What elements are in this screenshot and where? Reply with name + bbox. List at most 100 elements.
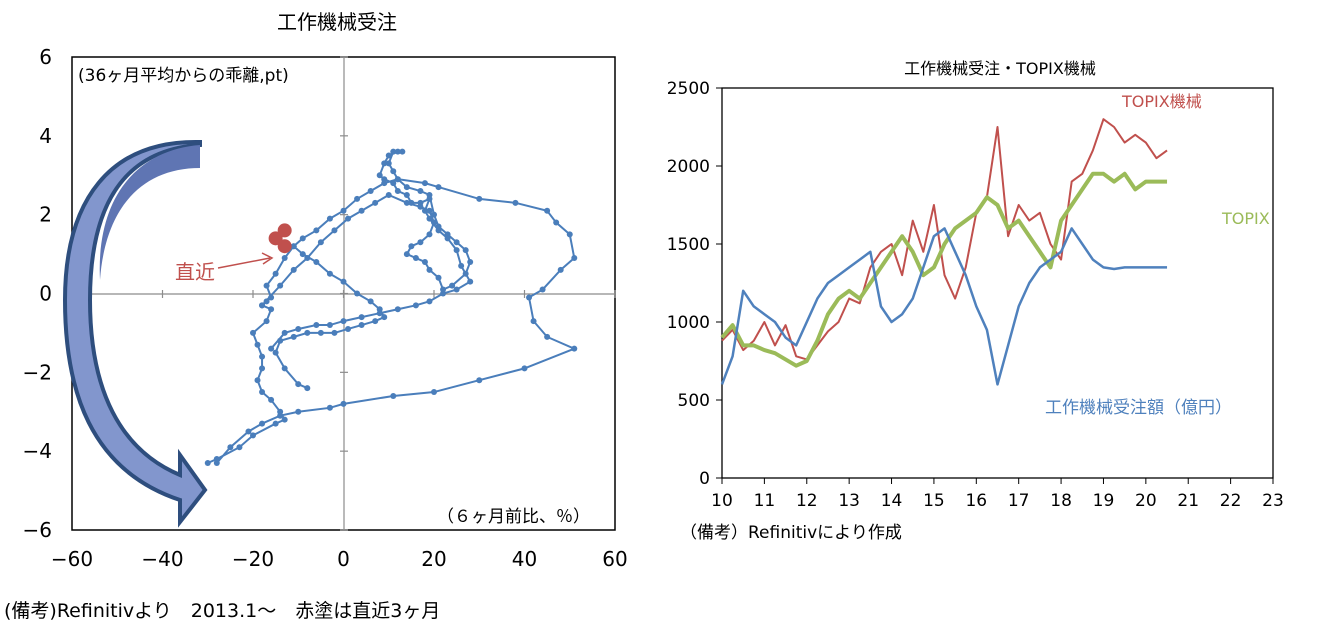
data-point [340, 318, 347, 325]
data-point [295, 408, 302, 415]
loop-series-line [207, 178, 577, 464]
data-point [281, 416, 288, 423]
data-point [213, 459, 220, 466]
data-point [467, 258, 474, 265]
data-point [331, 227, 338, 234]
x-tick-label: 20 [421, 547, 446, 571]
y-tick-label: 1000 [667, 313, 710, 333]
data-point [403, 191, 410, 198]
data-point [385, 191, 392, 198]
curved-arrow-shade [99, 145, 200, 280]
data-point [259, 389, 266, 396]
data-point [259, 353, 266, 360]
data-point [458, 262, 465, 269]
y-tick-label: 500 [678, 391, 710, 411]
data-point [281, 365, 288, 372]
data-point [381, 160, 388, 167]
data-point [259, 420, 266, 427]
data-point [553, 219, 560, 226]
data-point [394, 176, 401, 183]
x-tick-label: −40 [141, 547, 183, 571]
data-point [526, 294, 533, 301]
x-tick-label: −60 [51, 547, 93, 571]
data-point [290, 243, 297, 250]
data-point [317, 239, 324, 246]
data-point [304, 329, 311, 336]
data-point [345, 215, 352, 222]
data-point [566, 231, 573, 238]
data-point [426, 231, 433, 238]
data-point [557, 266, 564, 273]
left-inner-label-top: (36ヶ月平均からの乖離,pt) [78, 66, 289, 86]
data-point [340, 400, 347, 407]
data-point [236, 444, 243, 451]
data-point [259, 365, 266, 372]
data-point [426, 298, 433, 305]
data-point [412, 255, 419, 262]
data-point [390, 392, 397, 399]
data-point [426, 266, 433, 273]
data-point [431, 389, 437, 396]
x-tick-label: 14 [881, 491, 903, 511]
data-point [227, 444, 234, 451]
data-point [426, 191, 433, 198]
data-point [544, 207, 551, 214]
data-point [394, 306, 401, 313]
data-point [403, 199, 410, 206]
data-point [467, 278, 474, 285]
data-point [571, 255, 578, 262]
x-tick-label: 16 [965, 491, 987, 511]
data-point [431, 219, 437, 226]
y-tick-label: −4 [23, 439, 52, 463]
left-inner-label-bottom: （６ヶ月前比、％） [437, 507, 590, 527]
data-point [417, 203, 424, 210]
data-point [367, 298, 374, 305]
data-point [376, 172, 383, 179]
data-point [358, 314, 365, 321]
data-point [385, 160, 392, 167]
x-tick-label: 17 [1008, 491, 1030, 511]
x-tick-label: 11 [754, 491, 776, 511]
data-point [453, 247, 460, 254]
curved-arrow-icon [62, 139, 208, 528]
data-point [277, 282, 284, 289]
x-tick-label: 0 [337, 547, 350, 571]
data-point [313, 258, 320, 265]
right-chart-title: 工作機械受注・TOPIX機械 [904, 59, 1096, 78]
x-tick-label: 21 [1177, 491, 1199, 511]
y-tick-label: 0 [39, 282, 52, 306]
data-point [304, 385, 311, 392]
y-tick-label: 2500 [667, 79, 710, 99]
x-tick-label: 40 [512, 547, 537, 571]
y-tick-label: 0 [699, 469, 710, 489]
data-point [412, 302, 419, 309]
right-chart: 工作機械受注・TOPIX機械 10 11 12 13 14 15 16 17 18 19 20 21 2… [667, 59, 1284, 511]
x-tick-label: 15 [923, 491, 945, 511]
data-point [299, 251, 306, 258]
left-series-group [204, 148, 578, 466]
data-point [394, 148, 401, 155]
x-tick-label: 60 [602, 547, 627, 571]
data-point [449, 282, 456, 289]
data-point [399, 148, 406, 155]
data-point [326, 404, 333, 411]
data-point [453, 239, 460, 246]
data-point [281, 255, 288, 262]
data-point [453, 286, 460, 293]
data-point [408, 243, 415, 250]
data-point [272, 420, 279, 427]
x-tick-label: 22 [1220, 491, 1242, 511]
data-point [421, 180, 428, 187]
data-point [440, 286, 447, 293]
data-point [250, 432, 256, 439]
x-tick-label: −20 [232, 547, 274, 571]
data-point [417, 239, 424, 246]
data-point [340, 278, 347, 285]
data-point [476, 195, 483, 202]
data-point [476, 377, 483, 384]
data-point [376, 310, 383, 317]
data-point [254, 377, 261, 384]
data-point [259, 302, 266, 309]
x-tick-label: 18 [1050, 491, 1072, 511]
